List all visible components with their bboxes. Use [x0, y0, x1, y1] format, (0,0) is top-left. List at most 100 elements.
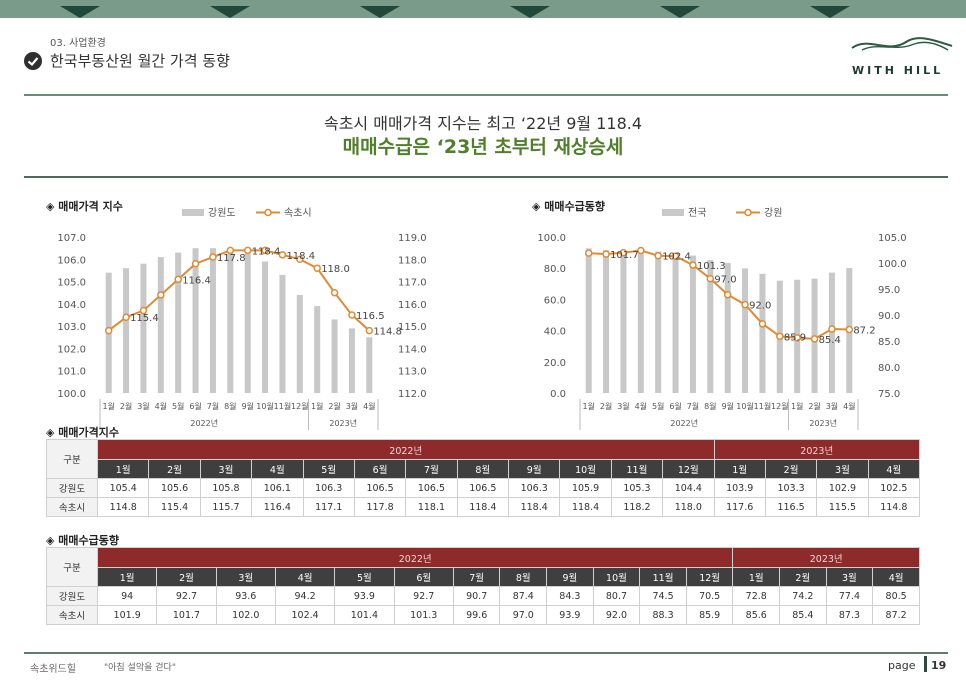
month-header-cell: 5월: [334, 567, 395, 587]
point-강원-5: [671, 252, 680, 260]
table-row: 속초시 114.8 115.4 115.7 116.4 117.1 117.8 118.1 11…: [46, 497, 921, 517]
month-header-cell: 4월: [274, 567, 336, 587]
left-tick-label: 107.0: [57, 233, 86, 244]
bar-강원도-4: [175, 252, 182, 393]
table-cell: 88.3: [639, 605, 687, 625]
table-cell: 114.8: [96, 497, 150, 517]
left-tick-label: 60.0: [544, 295, 566, 306]
supply-demand-chart: 전국 강원 0.0 20.0 40.0 60.0 80.0 100.0 75.0 80.0 85.0…: [537, 207, 907, 430]
table-cell: 117.8: [353, 497, 407, 517]
right-tick-label: 75.0: [878, 389, 900, 400]
month-header-cell: 1월: [713, 459, 766, 479]
right-tick-label: 114.0: [398, 344, 427, 355]
month-header-cell: 1월: [732, 567, 781, 587]
table-cell: 106.3: [302, 478, 355, 498]
left-tick-label: 103.0: [57, 322, 86, 333]
table-cell: 77.4: [825, 586, 874, 606]
headline-line2: 매매수급은 ‘23년 초부터 재상승세: [342, 136, 624, 158]
point-강원-2: [619, 248, 628, 257]
point-강원-12: [793, 334, 801, 342]
right-tick-label: 115.0: [398, 322, 427, 333]
x-tick-label: 1월: [102, 401, 114, 411]
table-month-row: 1월 2월 3월 4월 5월 6월 7월 8월 9월 10월 11월 12월 1월 2월 3월 4월: [47, 459, 921, 479]
point-속초시-15: [365, 326, 374, 335]
data-label-6: 101.3: [697, 261, 726, 272]
table-cell: 103.3: [764, 478, 818, 498]
bar-전국-2: [620, 250, 627, 393]
bar-강원도-3: [157, 257, 164, 393]
with-hill-logo-icon: [851, 37, 953, 51]
table-year-row: 구분 2022년 2023년: [46, 439, 920, 479]
table-cell: 80.5: [872, 586, 920, 606]
bar-강원도-2: [140, 263, 147, 393]
bar-전국-6: [689, 255, 696, 393]
table-cell: 101.4: [334, 605, 395, 625]
data-label-15: 114.8: [373, 327, 402, 338]
right-tick-label: 116.0: [398, 300, 427, 311]
x-tick-label: 4월: [635, 401, 647, 411]
month-header-cell: 6월: [393, 567, 454, 587]
bar-전국-3: [637, 250, 644, 393]
x-tick-label: 2월: [120, 401, 132, 411]
right-tick-label: 100.0: [878, 259, 907, 270]
legend-label-전국: 전국: [688, 207, 706, 219]
month-header-cell: 11월: [639, 567, 687, 587]
x-tick-label: 12월: [771, 401, 789, 411]
point-강원-0: [584, 249, 593, 257]
right-tick-label: 80.0: [878, 363, 900, 374]
data-label-1: 101.7: [610, 250, 639, 261]
data-label-8: 118.4: [252, 246, 281, 257]
table-cell: 72.8: [732, 586, 781, 606]
right-tick-label: 112.0: [398, 389, 427, 400]
page-title: 한국부동산원 월간 가격 동향: [50, 52, 230, 70]
x-tick-label: 9월: [721, 401, 733, 411]
left-tick-label: 80.0: [544, 264, 566, 275]
table-cell: 105.9: [559, 478, 612, 498]
month-header-cell: 1월: [96, 567, 158, 587]
x-tick-label: 1월: [791, 401, 803, 411]
table-cell: 115.4: [148, 497, 201, 517]
x-tick-label: 8월: [704, 401, 716, 411]
row-label-cell: 속초시: [46, 605, 98, 625]
table-cell: 102.0: [215, 605, 276, 625]
left-tick-label: 100.0: [57, 389, 86, 400]
table-cell: 117.1: [302, 497, 355, 517]
right-tick-label: 95.0: [878, 285, 900, 296]
table2-title: ◈ 매매수급동향: [46, 534, 120, 547]
left-tick-label: 104.0: [57, 300, 86, 311]
footer-divider: [24, 652, 948, 654]
footer-page-bar: [924, 656, 927, 672]
data-label-1: 115.4: [130, 313, 159, 324]
point-강원-8: [723, 290, 732, 299]
month-header-cell: 2월: [779, 567, 827, 587]
month-header-cell: 2월: [148, 459, 201, 479]
point-강원-10: [758, 320, 767, 328]
table-cell: 102.9: [816, 478, 869, 498]
right-tick-label: 113.0: [398, 367, 427, 378]
point-강원-1: [602, 250, 610, 258]
bar-전국-7: [707, 260, 714, 393]
point-강원-15: [845, 325, 854, 334]
data-label-15: 87.2: [853, 326, 875, 337]
table-cell: 94: [96, 586, 158, 606]
table-cell: 118.4: [559, 497, 612, 517]
x-tick-label: 3월: [826, 401, 838, 411]
check-circle-icon: [24, 52, 42, 70]
table-cell: 92.0: [592, 605, 641, 625]
table-cell: 99.6: [452, 605, 501, 625]
legend-label-강원도: 강원도: [208, 207, 236, 219]
point-강원-9: [741, 300, 749, 309]
table-cell: 116.4: [251, 497, 304, 517]
top-decorative-band: [0, 0, 966, 18]
table-cell: 97.0: [499, 605, 548, 625]
x-tick-label: 2월: [600, 401, 612, 411]
x-tick-label: 2월: [808, 401, 820, 411]
table-row: 속초시 101.9 101.7 102.0 102.4 101.4 101.3 99.6 97.…: [46, 605, 920, 625]
x-tick-label: 8월: [224, 401, 236, 411]
month-header-cell: 11월: [610, 459, 664, 479]
month-header-cell: 1월: [96, 459, 150, 479]
year-group-label: 2022년: [190, 418, 218, 428]
month-header-cell: 6월: [353, 459, 407, 479]
month-header-cell: 10월: [559, 459, 612, 479]
point-속초시-4: [174, 275, 182, 284]
